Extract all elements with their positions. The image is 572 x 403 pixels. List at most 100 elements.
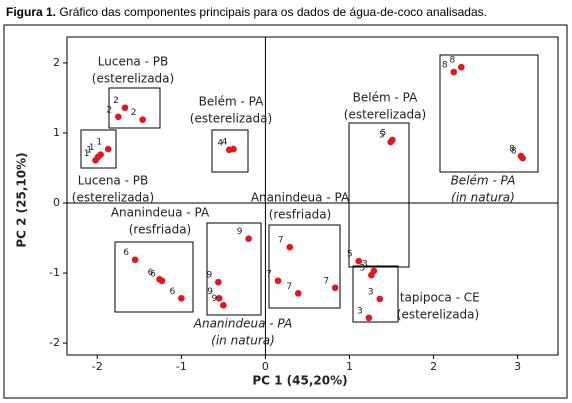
point-label: 5	[379, 131, 385, 141]
point-label: 5	[347, 250, 353, 260]
x-axis-label: PC 1 (45,20%)	[252, 374, 347, 388]
point	[355, 257, 363, 265]
y-tick-label: 1	[53, 126, 60, 139]
point-label: 7	[278, 236, 284, 246]
point-label: 8	[442, 61, 448, 71]
point-label: 2	[131, 108, 137, 118]
group-label: Ananindeua - PA	[111, 206, 210, 220]
point	[215, 278, 222, 286]
y-tick-label: 2	[53, 56, 60, 69]
y-axis-label: PC 2 (25,10%)	[15, 152, 29, 247]
y-tick-label: -1	[49, 266, 60, 279]
point-label: 4	[222, 138, 228, 148]
point-label: 8	[511, 147, 517, 157]
group-label: (esterelizada)	[72, 191, 154, 205]
point	[104, 145, 112, 153]
point-label: 1	[96, 138, 102, 148]
point	[131, 256, 139, 264]
point	[230, 145, 237, 153]
group-label: (in natura)	[211, 334, 275, 348]
point	[331, 284, 339, 292]
group-label: Lucena - PB	[98, 55, 168, 69]
point	[178, 294, 185, 302]
point-label: 3	[362, 259, 368, 269]
caption: Figura 1. Gráfico das componentes princi…	[6, 5, 487, 19]
point	[156, 276, 163, 283]
point-label: 6	[123, 248, 129, 258]
group-label: Lucena - PB	[78, 174, 148, 188]
point	[215, 294, 223, 302]
frame	[3, 24, 568, 399]
point-label: 9	[207, 287, 213, 297]
point-label: 1	[89, 143, 95, 153]
point-label: 6	[148, 268, 154, 278]
point	[389, 136, 396, 144]
point-label: 9	[212, 294, 218, 304]
point	[245, 235, 252, 243]
point-label: 7	[266, 269, 272, 279]
caption-text: Gráfico das componentes principais para …	[59, 5, 487, 19]
group-label: Ananindeua - PA	[251, 191, 350, 205]
group-box	[114, 241, 194, 313]
x-tick-label: 3	[514, 360, 521, 373]
group-label: (in natura)	[451, 191, 515, 205]
point-label: 9	[237, 227, 243, 237]
group-box	[439, 54, 539, 173]
group-box	[108, 87, 161, 129]
group-label: Belém - PA	[451, 174, 516, 188]
point-label: 9	[206, 271, 212, 281]
group-box	[80, 129, 117, 169]
group-label: (esterelizada)	[190, 112, 272, 126]
group-label: (esterelizada)	[344, 108, 426, 122]
group-label: (esterelizada)	[397, 308, 479, 322]
point-label: 3	[359, 264, 365, 274]
point	[286, 243, 294, 251]
x-tick-label: 2	[430, 360, 437, 373]
point	[220, 301, 227, 309]
group-box	[348, 122, 410, 268]
point-label: 8	[509, 145, 515, 155]
point	[376, 295, 384, 303]
point-label: 5	[381, 128, 387, 138]
group-label: (resfriada)	[129, 223, 191, 237]
group-label: (resfriada)	[269, 208, 331, 222]
point-label: 7	[286, 282, 292, 292]
point-label: 4	[217, 138, 223, 148]
point	[458, 63, 465, 71]
point	[519, 154, 526, 162]
x-tick-label: -2	[92, 360, 103, 373]
plot-area	[66, 36, 559, 356]
point-label: 3	[357, 306, 363, 316]
point-label: 3	[368, 287, 374, 297]
point	[365, 314, 373, 322]
y-tick-label: 0	[53, 196, 60, 209]
point	[274, 277, 282, 285]
point-label: 1	[86, 145, 92, 155]
x-tick-label: 0	[262, 360, 269, 373]
point-label: 6	[150, 269, 156, 279]
group-box	[206, 222, 262, 316]
group-box	[268, 224, 341, 309]
caption-label: Figura 1.	[6, 5, 57, 19]
point	[294, 290, 302, 297]
group-label: (esterelizada)	[92, 72, 174, 86]
group-box	[352, 265, 399, 323]
point-label: 1	[84, 149, 90, 159]
group-box	[211, 129, 249, 173]
group-label: Belém - PA	[199, 95, 264, 109]
point	[139, 116, 146, 123]
point	[368, 271, 375, 279]
point-label: 2	[113, 96, 119, 106]
point-label: 8	[449, 56, 455, 66]
point	[121, 104, 129, 112]
y-tick-label: -2	[49, 336, 60, 349]
group-label: Ananindeua - PA	[193, 317, 292, 331]
point-label: 7	[323, 276, 329, 286]
group-label: Itapipoca - CE	[396, 291, 479, 305]
point	[97, 151, 104, 158]
point	[450, 68, 458, 76]
point	[114, 113, 122, 121]
x-tick-label: -1	[176, 360, 187, 373]
